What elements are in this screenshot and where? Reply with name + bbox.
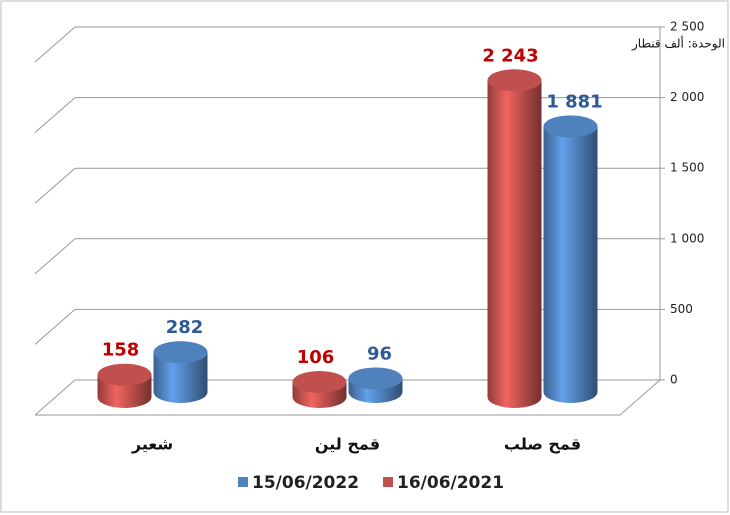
cylinder-body <box>487 80 542 409</box>
y-tick-label: 2 000 <box>670 90 704 104</box>
value-label: 1 881 <box>546 91 602 112</box>
legend-swatch <box>383 477 393 487</box>
unit-note: الوحدة: ألف قنطار <box>631 36 725 52</box>
cylinder <box>348 367 403 403</box>
cylinder-top <box>153 341 208 364</box>
y-tick-label: 500 <box>670 302 693 316</box>
grid-line-side <box>34 309 76 345</box>
cylinder-top <box>97 363 152 386</box>
grid-line-side <box>34 167 76 204</box>
legend-label: 15/06/2022 <box>252 473 359 493</box>
cylinder <box>487 69 542 409</box>
cylinder-body <box>153 352 208 403</box>
cylinder <box>543 115 598 403</box>
cylinder-top <box>543 115 598 138</box>
y-tick-label: 2 500 <box>670 20 704 34</box>
y-tick-label: 0 <box>670 373 678 387</box>
grid-line-side <box>34 26 76 63</box>
legend-swatch <box>238 477 248 487</box>
value-label: 158 <box>102 340 140 361</box>
cylinder <box>97 363 152 409</box>
value-label: 2 243 <box>482 45 538 66</box>
cylinder-top <box>487 69 542 92</box>
value-label: 282 <box>166 317 204 338</box>
grid-line-side <box>34 379 76 416</box>
cylinder-top <box>292 371 347 394</box>
grid-line-side <box>34 238 76 275</box>
legend-label: 16/06/2021 <box>397 473 504 493</box>
x-tick-label: قمح صلب <box>504 435 581 454</box>
y-tick-label: 1 000 <box>670 231 704 245</box>
value-label: 96 <box>367 343 392 364</box>
floor-right <box>619 379 661 416</box>
grid-line-side <box>34 97 76 133</box>
y-tick-label: 1 500 <box>670 161 704 175</box>
x-tick-label: قمح لين <box>315 435 380 454</box>
cylinder-top <box>348 367 403 390</box>
cylinder <box>292 371 347 409</box>
x-tick-label: شعير <box>131 435 173 454</box>
cylinder <box>153 341 208 403</box>
cylinder-body <box>543 126 598 403</box>
value-label: 106 <box>297 347 335 368</box>
